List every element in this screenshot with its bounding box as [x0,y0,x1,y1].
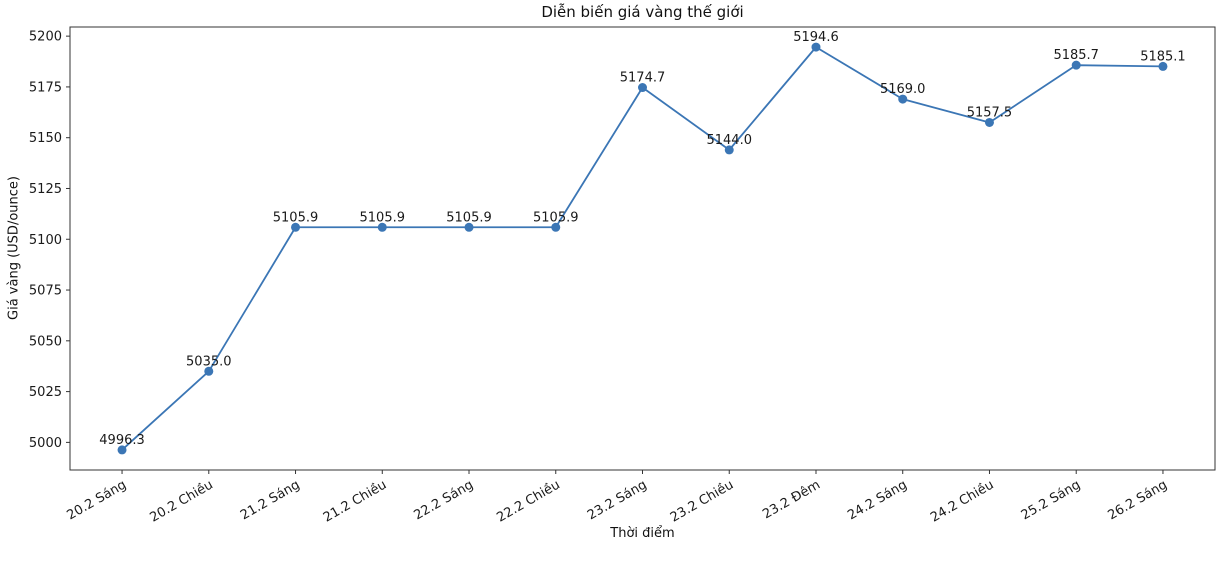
data-point [1071,60,1081,70]
y-tick-label: 5175 [29,80,62,95]
y-tick-label: 5125 [29,182,62,197]
data-point [464,222,474,232]
data-point-label: 5144.0 [706,133,752,148]
x-axis-label: Thời điểm [610,526,675,541]
data-point [117,445,127,455]
x-tick-label: 20.2 Chiều [147,477,215,525]
x-tick-label: 23.2 Sáng [585,477,649,523]
y-tick-label: 5000 [29,436,62,451]
data-point [724,145,734,155]
x-tick-label: 21.2 Sáng [238,477,302,523]
data-point [1158,61,1168,71]
y-tick-label: 5150 [29,131,62,146]
chart-title: Diễn biến giá vàng thế giới [541,3,744,21]
x-tick-label: 24.2 Chiều [928,477,996,525]
data-point [377,222,387,232]
data-point [984,117,994,127]
x-tick-label: 25.2 Sáng [1019,477,1083,523]
data-point-label: 5194.6 [793,30,839,45]
data-point-label: 5105.9 [273,210,319,225]
x-tick-label: 26.2 Sáng [1105,477,1169,523]
x-tick-label: 24.2 Sáng [845,477,909,523]
y-tick-label: 5075 [29,284,62,299]
data-point [898,94,908,104]
y-tick-label: 5025 [29,385,62,400]
data-point-label: 5157.5 [967,105,1013,120]
data-point-label: 5174.7 [620,71,666,86]
data-point [811,42,821,52]
y-tick-label: 5050 [29,334,62,349]
plot-frame [69,26,1216,471]
data-point-label: 5185.1 [1140,49,1186,64]
data-point-label: 5035.0 [186,354,232,369]
x-tick-label: 20.2 Sáng [65,477,129,523]
x-tick-label: 21.2 Chiều [321,477,389,525]
x-tick-label: 23.2 Đêm [760,477,823,522]
data-point [551,222,561,232]
data-point [204,366,214,376]
x-tick-label: 22.2 Sáng [412,477,476,523]
y-tick-label: 5100 [29,233,62,248]
data-point [291,222,301,232]
data-point-label: 4996.3 [99,433,145,448]
data-point [638,83,647,93]
data-point-label: 5169.0 [880,82,926,97]
data-point-label: 5105.9 [446,210,492,225]
y-tick-label: 5200 [29,30,62,45]
data-point-label: 5105.9 [360,210,406,225]
x-tick-label: 23.2 Chiều [668,477,736,525]
x-tick-label: 22.2 Chiều [494,477,562,525]
data-point-label: 5105.9 [533,210,579,225]
data-point-label: 5185.7 [1053,48,1099,63]
